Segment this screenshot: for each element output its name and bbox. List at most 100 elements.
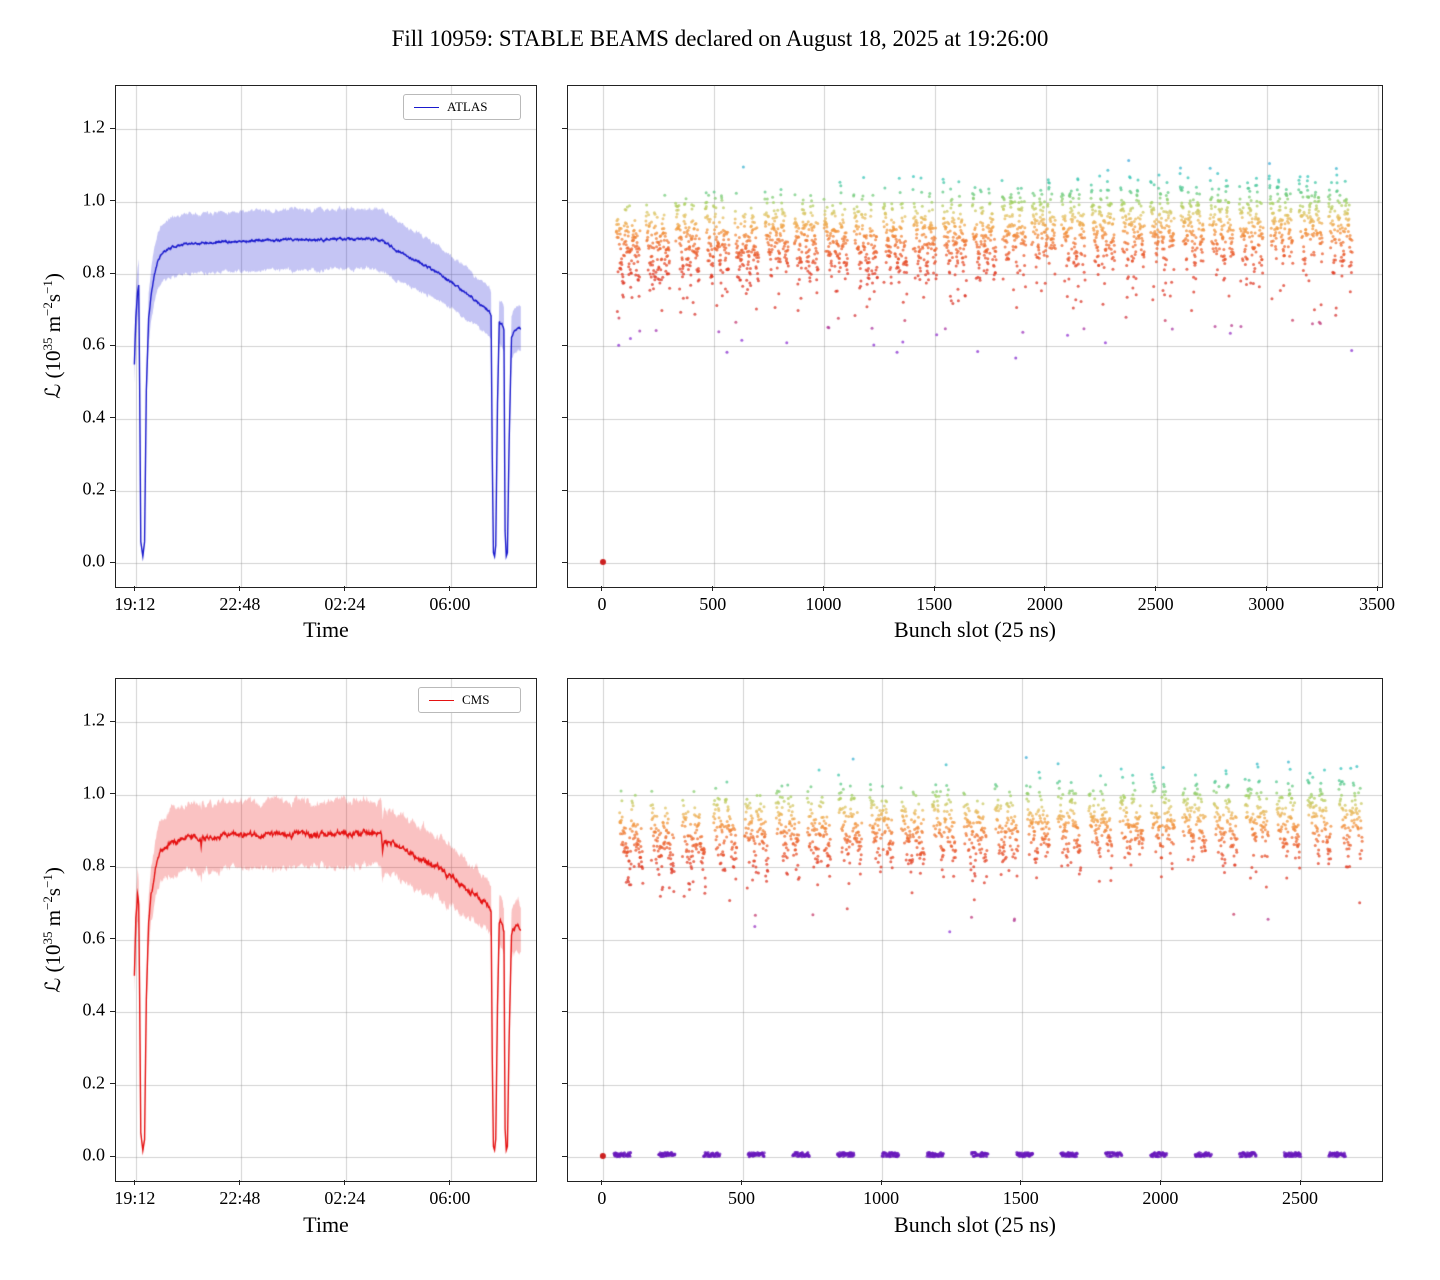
x-tick-label: 1000 [805,594,842,614]
ylabel-part: ℒ (10 [41,944,65,993]
cms-time-canvas [116,679,536,1181]
y-tick-label: 0.4 [82,999,106,1020]
legend-label-atlas: ATLAS [447,99,488,114]
x-tick-label: 1500 [1002,1188,1039,1208]
y-tick-mark [562,272,567,274]
x-tick-label: 1500 [916,594,953,614]
y-tick-mark [110,489,115,491]
axes-atlas-vs-time [115,85,537,588]
y-tick-mark [110,561,115,563]
y-tick-mark [110,344,115,346]
y-tick-mark [562,561,567,563]
y-tick-mark [110,793,115,795]
y-tick-mark [110,1155,115,1157]
y-tick-mark [562,200,567,202]
x-tick-mark [239,1180,241,1185]
ylabel-part: s [41,887,65,897]
cms-bunch-canvas [568,679,1382,1181]
x-tick-mark [741,1180,743,1185]
axes-cms-per-bunch [567,678,1383,1182]
atlas-time-canvas [116,86,536,587]
ylabel-part: −1 [40,874,55,888]
x-tick-mark [1155,586,1157,591]
ylabel-part: ℒ (10 [41,350,65,399]
y-tick-mark [110,200,115,202]
x-tick-mark [880,1180,882,1185]
x-tick-mark [1020,1180,1022,1185]
x-tick-mark [933,586,935,591]
x-tick-mark [601,1180,603,1185]
x-tick-mark [712,586,714,591]
x-tick-mark [344,586,346,591]
x-tick-label: 3500 [1359,594,1395,614]
x-tick-mark [601,586,603,591]
ylabel-part: −2 [40,896,55,910]
legend-label-cms: CMS [462,692,490,707]
x-tick-mark [134,1180,136,1185]
x-tick-mark [239,586,241,591]
y-tick-mark [110,865,115,867]
x-tick-mark [1299,1180,1301,1185]
x-tick-label: 0 [597,1188,607,1208]
y-tick-mark [110,1083,115,1085]
y-tick-label: 1.2 [82,709,106,730]
y-tick-label: 0.4 [82,406,106,427]
y-tick-mark [562,793,567,795]
ylabel-part: s [41,293,65,303]
y-tick-mark [110,272,115,274]
x-tick-mark [1265,586,1267,591]
legend-atlas: ATLAS [403,94,521,120]
y-tick-label: 0.0 [82,1144,106,1165]
x-tick-mark [134,586,136,591]
x-tick-label: 06:00 [429,1188,471,1208]
atlas-bunch-canvas [568,86,1382,587]
y-tick-mark [562,1155,567,1157]
y-tick-mark [562,1010,567,1012]
y-tick-mark [110,127,115,129]
y-tick-mark [562,1083,567,1085]
x-tick-mark [1044,586,1046,591]
y-tick-label: 0.8 [82,261,106,282]
y-tick-label: 0.6 [82,333,106,354]
y-tick-label: 1.0 [82,782,106,803]
x-tick-label: 2500 [1282,1188,1319,1208]
axes-atlas-per-bunch [567,85,1383,588]
x-tick-label: 2000 [1142,1188,1179,1208]
x-axis-label-time-bottom: Time [303,1212,349,1237]
x-tick-label: 2000 [1026,594,1063,614]
x-tick-label: 2500 [1137,594,1174,614]
x-tick-mark [822,586,824,591]
y-tick-label: 1.2 [82,116,106,137]
x-tick-label: 500 [728,1188,756,1208]
y-tick-mark [110,720,115,722]
y-tick-mark [110,1010,115,1012]
x-tick-label: 22:48 [219,594,261,614]
x-tick-label: 500 [699,594,727,614]
x-tick-label: 02:24 [324,594,366,614]
y-tick-mark [562,127,567,129]
y-tick-label: 0.6 [82,927,106,948]
x-tick-label: 3000 [1248,594,1285,614]
x-tick-label: 1000 [863,1188,900,1208]
y-tick-mark [110,417,115,419]
x-axis-label-time-top: Time [303,617,349,642]
x-tick-label: 19:12 [114,1188,156,1208]
x-tick-mark [1159,1180,1161,1185]
y-tick-mark [562,417,567,419]
y-tick-mark [562,720,567,722]
x-tick-label: 0 [597,594,607,614]
x-tick-mark [344,1180,346,1185]
x-tick-mark [449,586,451,591]
y-tick-label: 0.2 [82,478,106,499]
y-tick-label: 0.2 [82,1072,106,1093]
y-tick-label: 1.0 [82,189,106,210]
x-tick-mark [449,1180,451,1185]
x-tick-label: 22:48 [219,1188,261,1208]
y-tick-label: 0.0 [82,550,106,571]
axes-cms-vs-time [115,678,537,1182]
y-tick-mark [562,865,567,867]
y-tick-mark [562,489,567,491]
x-tick-mark [1376,586,1378,591]
x-axis-label-bunchslot-bottom: Bunch slot (25 ns) [894,1212,1056,1237]
